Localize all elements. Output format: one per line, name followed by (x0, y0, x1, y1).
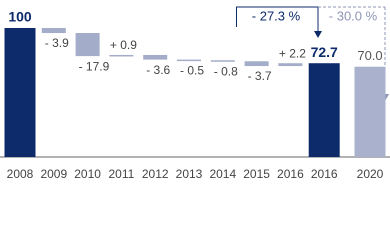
value-label: - 17.9 (79, 59, 110, 73)
annotation: - 30.0 % (329, 8, 378, 23)
value-label: - 0.5 (180, 63, 204, 77)
x-tick-label: 2020 (357, 167, 384, 181)
bar (278, 63, 303, 67)
x-tick-label: 2014 (209, 167, 236, 181)
x-tick-label: 2013 (176, 167, 203, 181)
bar (41, 28, 66, 34)
x-tick-label: 2009 (40, 167, 67, 181)
value-label: + 0.9 (110, 38, 137, 52)
annotation: - 27.3 % (252, 8, 301, 23)
x-tick-label: 2016 (311, 167, 338, 181)
x-tick-label: 2016 (277, 167, 304, 181)
bar (177, 59, 201, 62)
value-label: - 3.6 (146, 63, 170, 77)
bar (210, 60, 235, 62)
x-tick-label: 2011 (108, 167, 134, 181)
annotation-arrow (314, 31, 322, 38)
value-label: + 2.2 (279, 46, 306, 60)
value-label: - 3.9 (45, 36, 69, 50)
bar (354, 66, 386, 157)
bar (4, 28, 36, 157)
bar (109, 54, 134, 57)
value-label: 70.0 (357, 48, 382, 63)
bar (143, 54, 168, 60)
value-label: 100 (8, 9, 32, 25)
bar (308, 63, 340, 158)
chart: - 27.3 % - 30.0 % 100 2008 - 3.9 2009 - 17.9… (0, 6, 390, 181)
value-label: - 3.7 (248, 69, 272, 83)
annotation-line (236, 7, 237, 27)
x-tick-label: 2008 (7, 167, 34, 181)
x-tick-label: 2012 (142, 167, 169, 181)
bar (244, 61, 269, 67)
value-label: 72.7 (311, 44, 338, 60)
bar (75, 33, 100, 57)
x-tick-label: 2010 (74, 167, 101, 181)
value-label: - 0.8 (214, 64, 238, 78)
x-tick-label: 2015 (243, 167, 270, 181)
